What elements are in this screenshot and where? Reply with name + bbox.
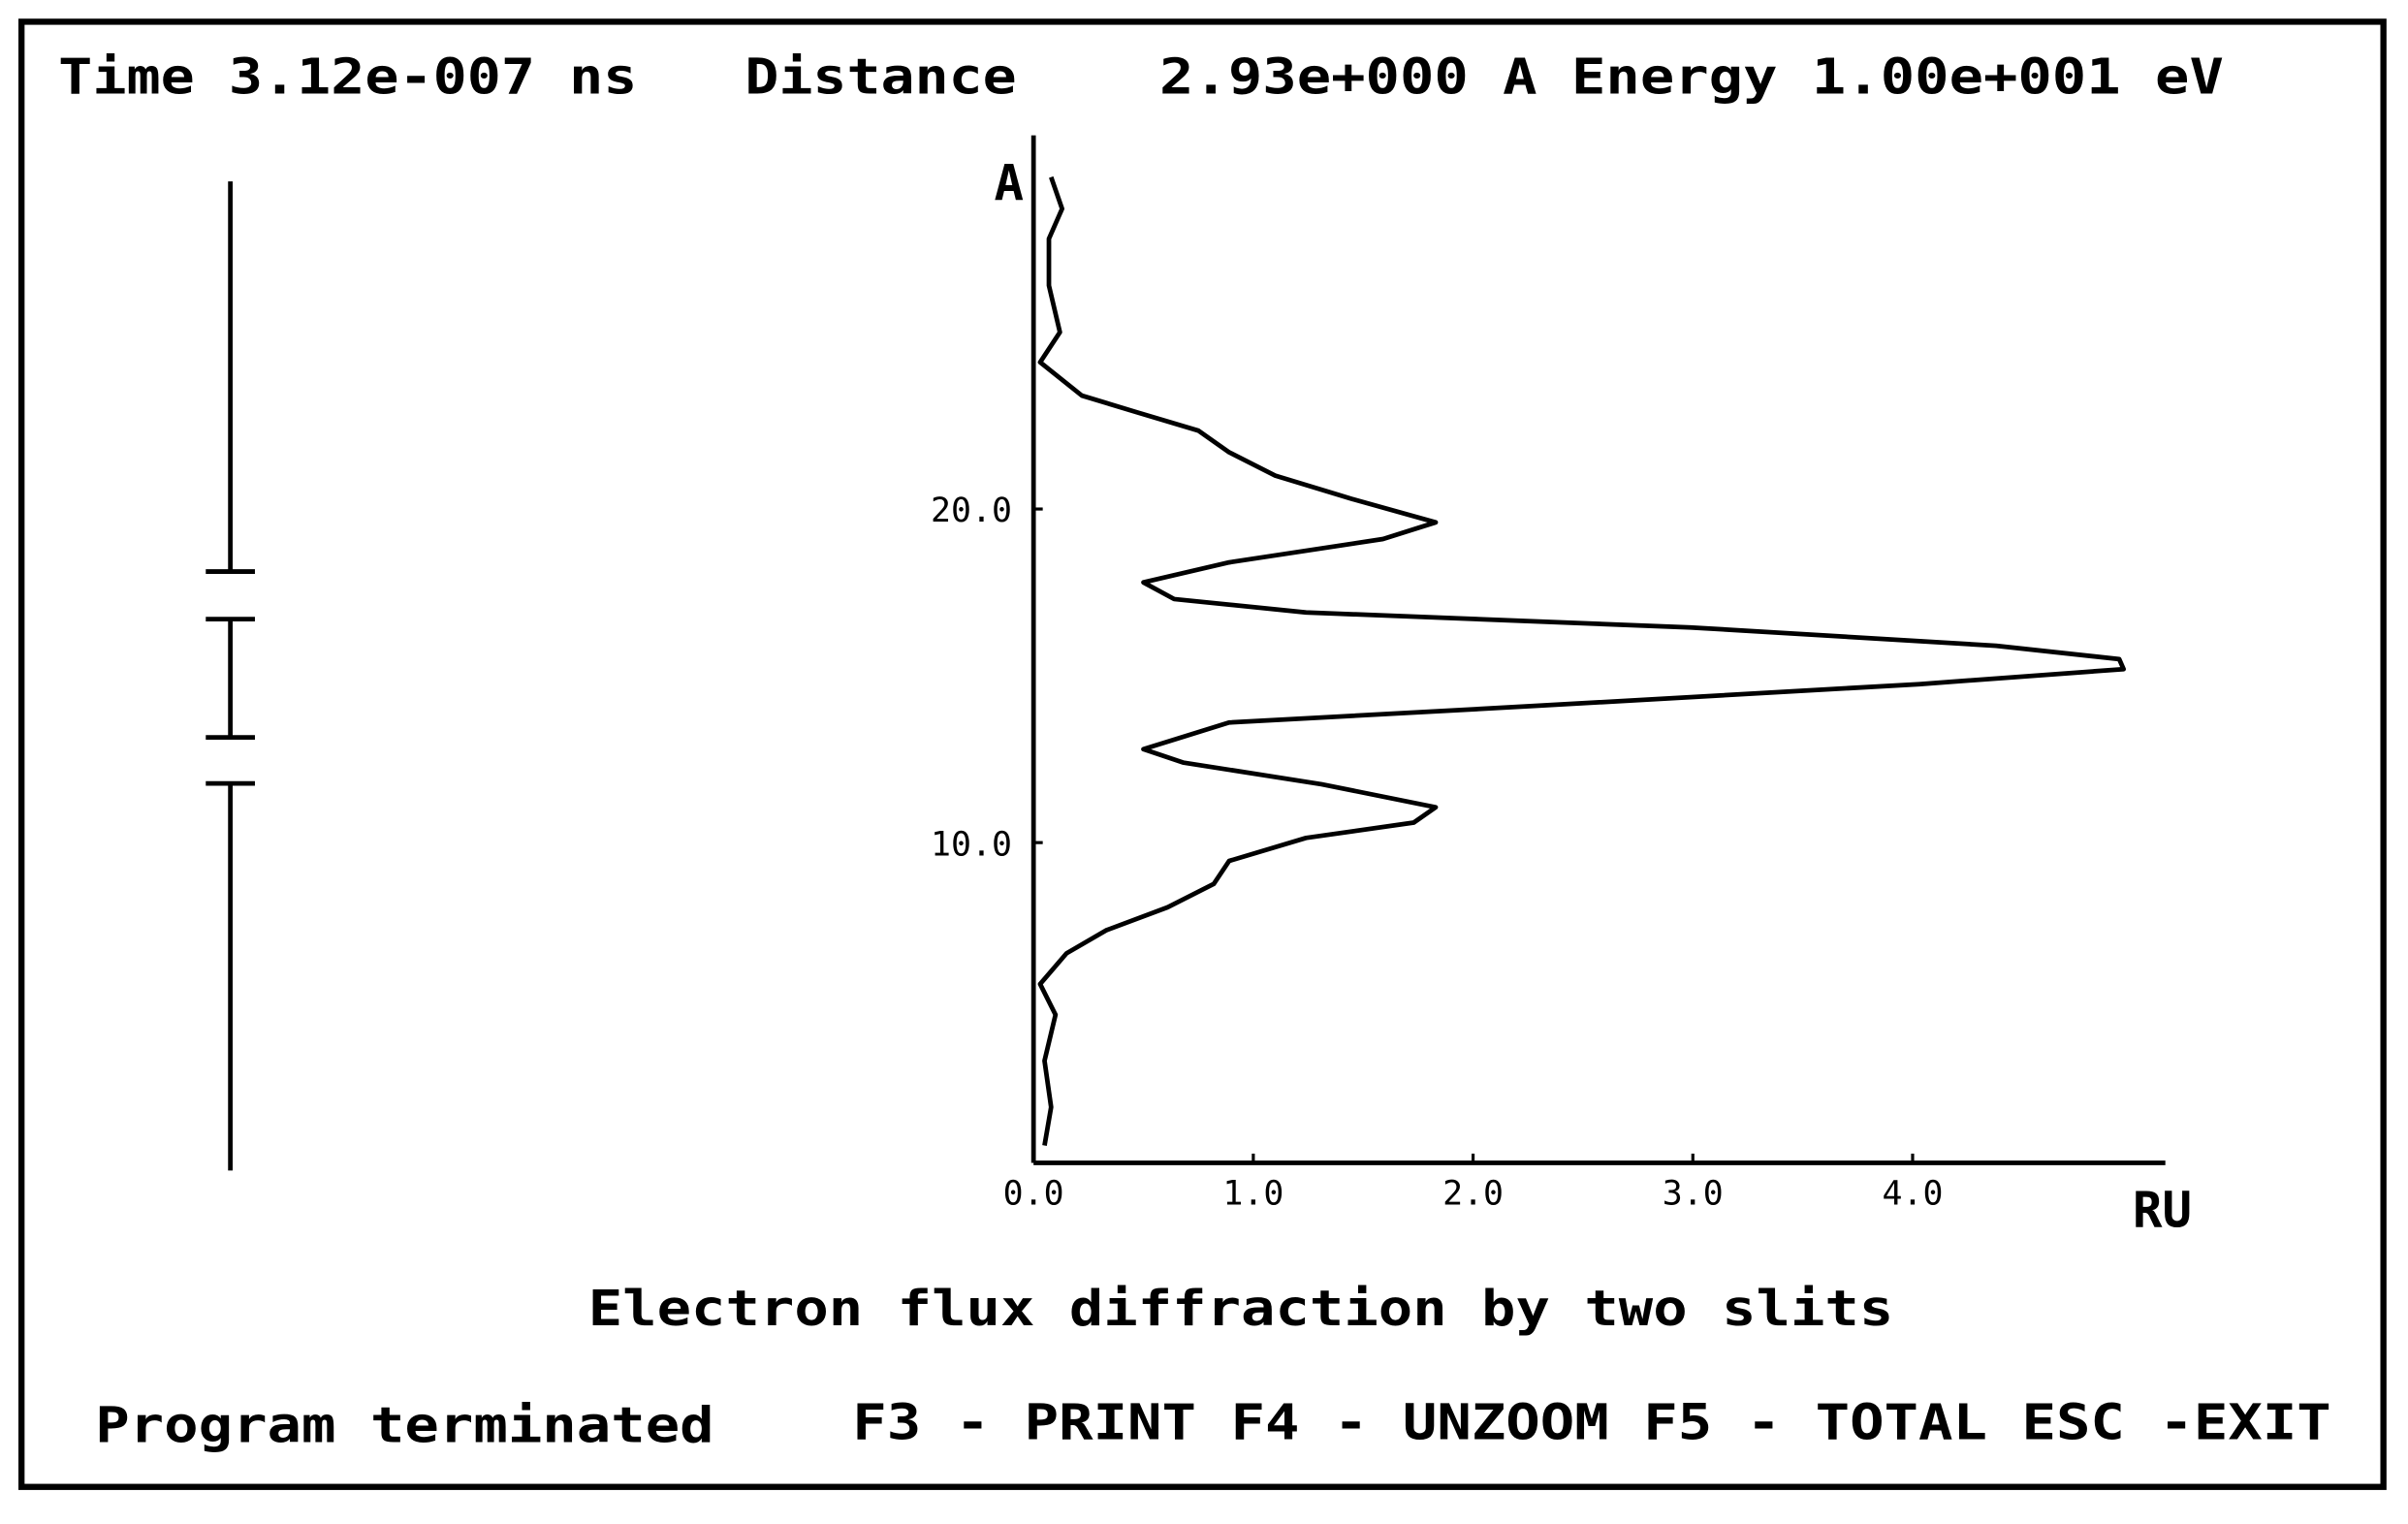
x-tick-label: 3.0: [1663, 1175, 1724, 1214]
y-axis-label: A: [995, 154, 1025, 211]
status-text: Program terminated: [95, 1397, 713, 1454]
flux-curve: [1037, 175, 2127, 1146]
frame: [18, 18, 2387, 1490]
slit-barrier: [206, 181, 255, 1171]
x-tick-label: 0.0: [1003, 1175, 1064, 1214]
x-tick-label: 1.0: [1222, 1175, 1283, 1214]
chart-title: Electron flux diffraction by two slits: [588, 1280, 1894, 1337]
distance-label: Distance: [745, 48, 1016, 106]
energy-readout: 2.93e+000 A Energy 1.00e+001 eV: [1159, 48, 2224, 106]
key-help[interactable]: F3 - PRINT F4 - UNZOOM F5 - TOTAL ESC -E…: [852, 1393, 2331, 1450]
y-tick-label: 20.0: [931, 492, 1012, 530]
time-readout: Time 3.12e-007 ns: [58, 48, 637, 106]
x-tick-label: 2.0: [1442, 1175, 1504, 1214]
x-axis-label: RU: [2133, 1182, 2192, 1239]
x-tick-label: 4.0: [1883, 1175, 1944, 1214]
y-tick-label: 10.0: [931, 825, 1012, 864]
